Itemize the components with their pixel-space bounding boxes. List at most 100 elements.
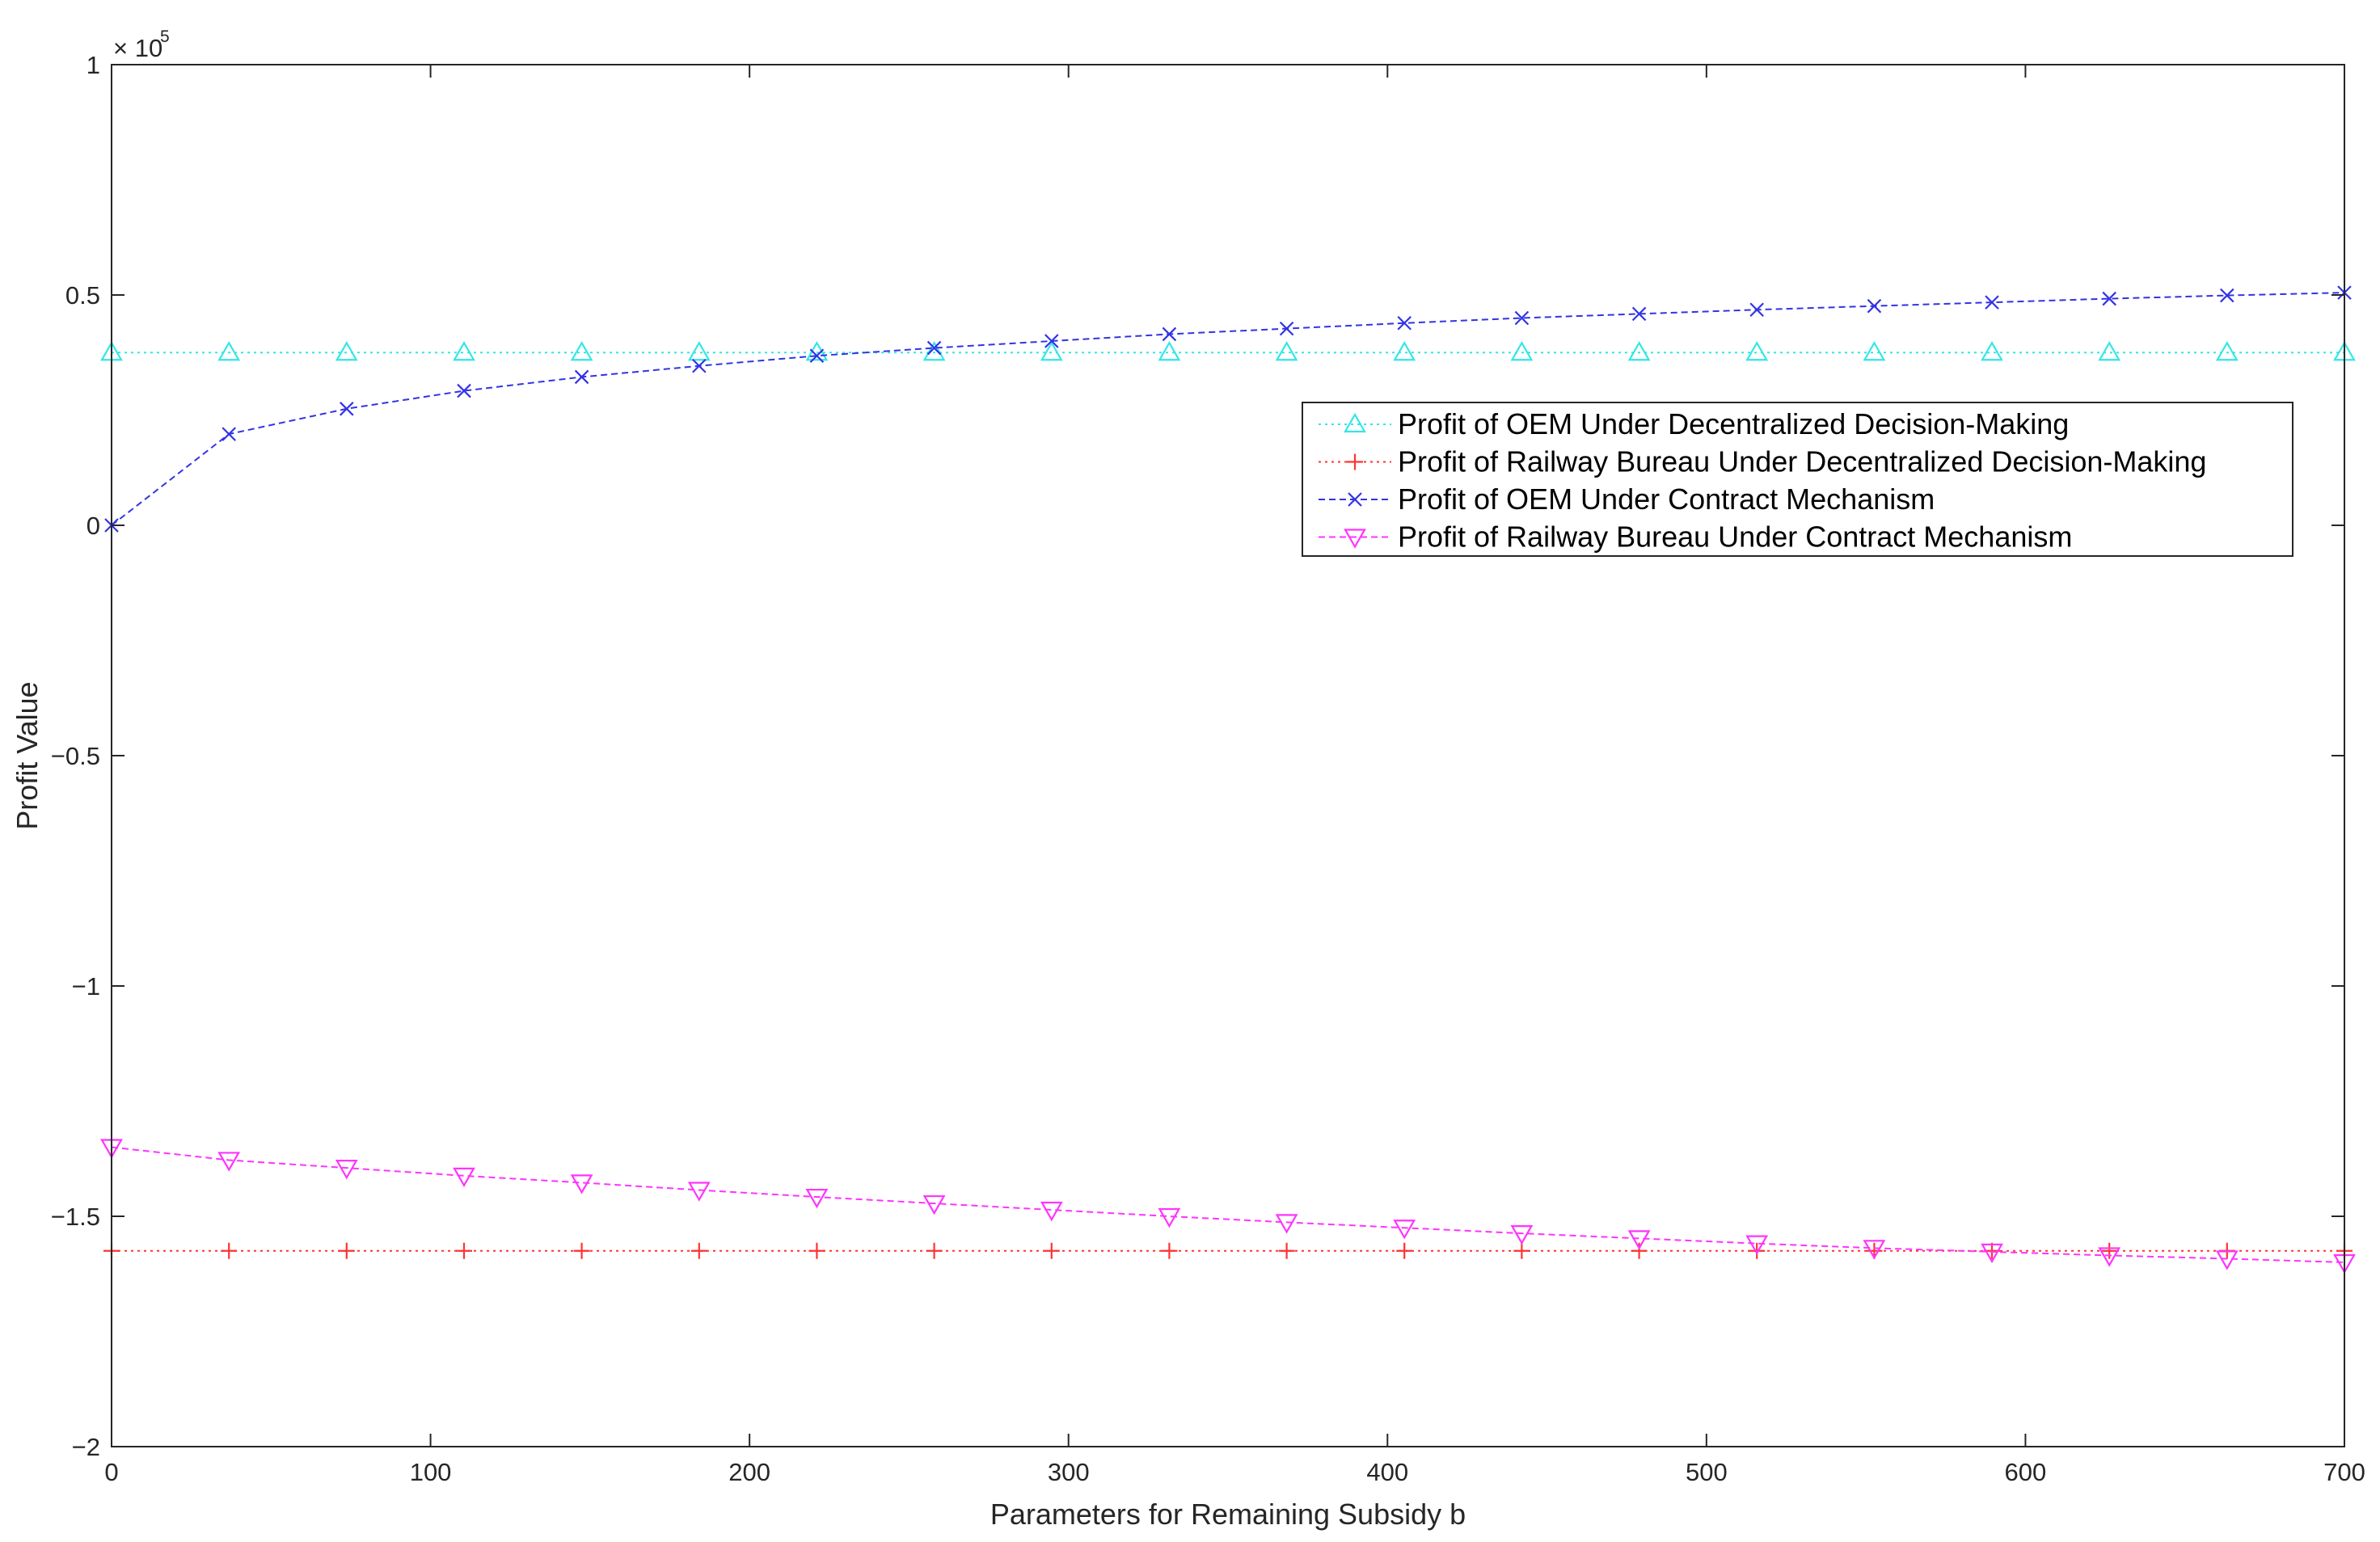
- series-4-point: [217, 1152, 241, 1172]
- series-4: [100, 1139, 2356, 1274]
- series-3-point: [457, 383, 471, 398]
- series-4-point: [805, 1188, 829, 1209]
- series-2-point: [1161, 1242, 1178, 1259]
- x-tick-label: 0: [104, 1458, 118, 1486]
- series-2-point: [1278, 1242, 1295, 1259]
- series-4-point: [922, 1194, 946, 1215]
- x-tick-label: 300: [1048, 1458, 1090, 1486]
- series-2-point: [1043, 1242, 1060, 1259]
- x-tick-label: 200: [728, 1458, 770, 1486]
- series-2-point: [1396, 1242, 1413, 1259]
- y-axis-multiplier-exponent: 5: [160, 27, 170, 46]
- series-4-point: [1627, 1230, 1651, 1250]
- legend-marker: [1347, 453, 1363, 470]
- x-tick-label: 700: [2323, 1458, 2365, 1486]
- legend-label: Profit of OEM Under Contract Mechanism: [1398, 482, 1935, 516]
- series-1-point: [1510, 341, 1534, 361]
- series-2-point: [926, 1242, 943, 1259]
- x-tick-label: 100: [410, 1458, 452, 1486]
- series-1-point: [922, 341, 946, 361]
- series-1-point: [453, 341, 475, 361]
- series-2: [103, 1242, 2353, 1259]
- series-1-point: [1627, 341, 1651, 361]
- series-4-point: [2215, 1250, 2239, 1270]
- series-3-point: [1749, 302, 1764, 318]
- series-3-point: [2102, 291, 2116, 306]
- series-3-point: [1985, 295, 1999, 310]
- series-3-point: [926, 340, 942, 356]
- series-3-point: [809, 348, 825, 364]
- series-4-point: [1040, 1201, 1063, 1222]
- series-3-point: [1279, 321, 1294, 336]
- series-4-point: [1745, 1235, 1769, 1255]
- series-1-point: [335, 341, 358, 361]
- series-3-point: [692, 359, 707, 373]
- series-3-point: [2220, 288, 2234, 303]
- series-4-point: [335, 1160, 358, 1180]
- series-2-point: [573, 1242, 590, 1259]
- series-1-point: [2098, 341, 2121, 361]
- series-1-point: [1158, 341, 1181, 361]
- series-4-point: [1393, 1220, 1416, 1240]
- legend-item: Profit of Railway Bureau Under Contract …: [1319, 520, 2072, 554]
- series-3-point: [340, 402, 354, 416]
- series-3-point: [1631, 306, 1647, 322]
- legend-marker: [1344, 412, 1366, 433]
- series-4-point: [687, 1182, 711, 1202]
- legend-label: Profit of Railway Bureau Under Contract …: [1398, 520, 2072, 554]
- y-tick-label: 0: [87, 512, 100, 540]
- series-1-point: [1040, 341, 1063, 361]
- series-3-point: [1397, 315, 1412, 331]
- legend-item: Profit of OEM Under Contract Mechanism: [1319, 482, 1935, 516]
- legend-label: Profit of OEM Under Decentralized Decisi…: [1398, 407, 2069, 440]
- y-tick-label: −2: [72, 1433, 100, 1461]
- series-4-point: [1275, 1214, 1298, 1234]
- series-4-point: [1510, 1224, 1534, 1245]
- y-tick-label: −1: [72, 972, 100, 1001]
- legend-box: [1302, 402, 2293, 557]
- series-1-point: [1393, 341, 1416, 361]
- y-axis-multiplier-base: × 10: [113, 34, 162, 62]
- series-4-point: [1863, 1240, 1886, 1260]
- series-4-point: [570, 1174, 593, 1194]
- series-2-point: [1631, 1242, 1648, 1259]
- series-3-point: [222, 427, 236, 441]
- y-tick-label: 1: [87, 51, 100, 79]
- plot-area-background: [112, 65, 2344, 1447]
- legend-item: Profit of OEM Under Decentralized Decisi…: [1319, 407, 2069, 440]
- ticks-layer: 0 100 200 300 400 500 600 700 −2 −1.5 −1 −0.5 0 0.5 1: [51, 51, 2365, 1486]
- series-3-point: [1514, 310, 1530, 326]
- series-3-point: [1867, 298, 1882, 314]
- series-4-point: [453, 1167, 475, 1188]
- x-tick-label: 500: [1686, 1458, 1728, 1486]
- legend-label: Profit of Railway Bureau Under Decentral…: [1398, 445, 2206, 478]
- series-3: [104, 285, 2352, 533]
- series-1-point: [1981, 341, 2003, 361]
- legend-item: Profit of Railway Bureau Under Decentral…: [1319, 445, 2206, 478]
- series-3-point: [1162, 327, 1177, 342]
- y-axis-multiplier: × 10 5: [113, 27, 170, 62]
- series-1-point: [1745, 341, 1769, 361]
- legend-marker: [1348, 492, 1362, 507]
- series-1-point: [687, 341, 711, 361]
- series-2-point: [456, 1242, 473, 1259]
- y-tick-label: −1.5: [51, 1203, 100, 1231]
- x-tick-label: 600: [2005, 1458, 2047, 1486]
- y-axis-title: Profit Value: [11, 681, 44, 829]
- series-4-point: [1981, 1243, 2003, 1264]
- series-2-point: [1749, 1242, 1766, 1259]
- x-axis-title: Parameters for Remaining Subsidy b: [990, 1498, 1466, 1531]
- series-1-point: [2215, 341, 2239, 361]
- x-tick-label: 400: [1366, 1458, 1408, 1486]
- series-4-point: [1158, 1207, 1181, 1228]
- series-4-point: [2098, 1247, 2121, 1267]
- legend: Profit of OEM Under Decentralized Decisi…: [1302, 402, 2293, 557]
- series-2-point: [690, 1242, 707, 1259]
- series-3-point: [1044, 334, 1059, 348]
- series-4-line: [111, 1146, 2345, 1263]
- series-layer: [100, 285, 2356, 1274]
- y-tick-label: −0.5: [51, 742, 100, 770]
- series-1: [100, 341, 2356, 361]
- series-1-point: [570, 341, 593, 361]
